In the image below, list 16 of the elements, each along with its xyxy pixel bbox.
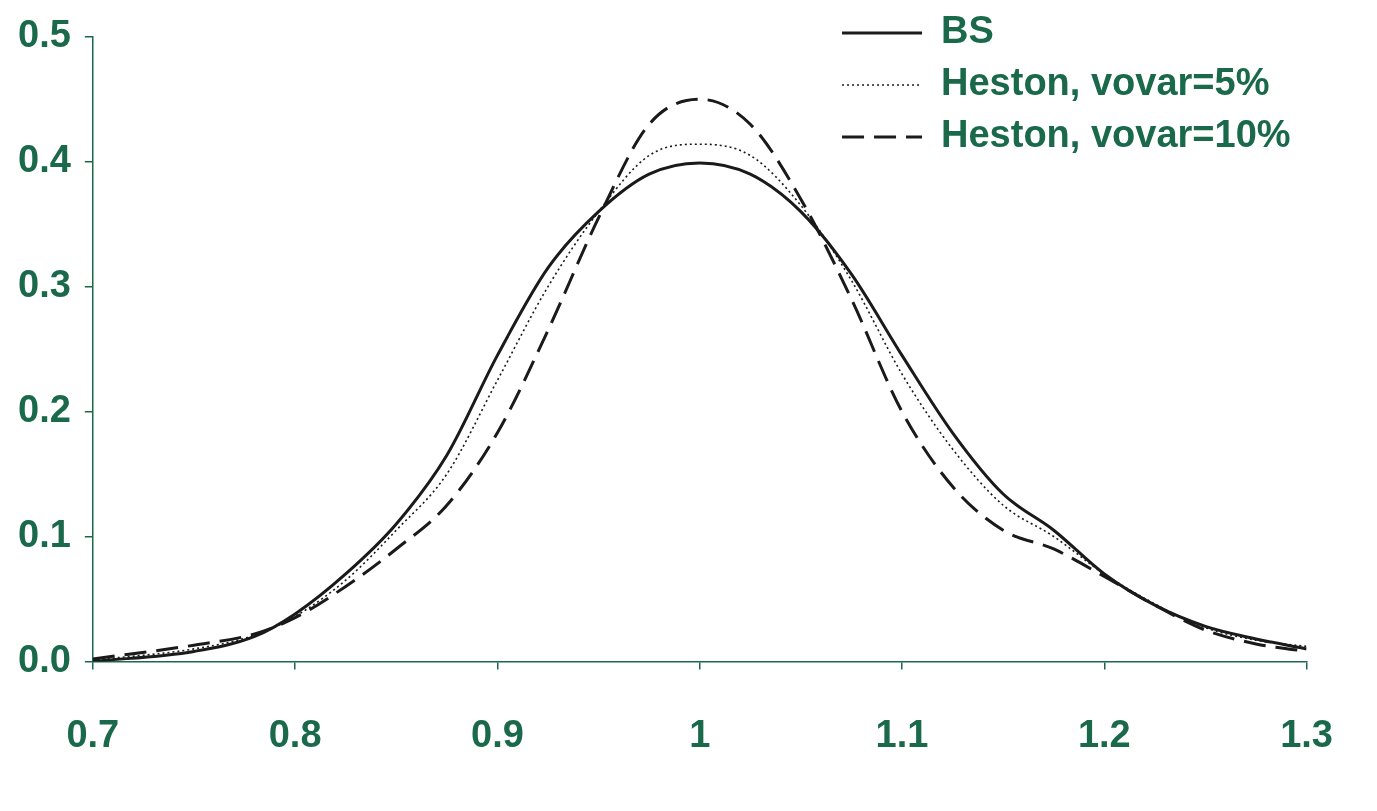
- y-tick-label: 0.4: [18, 138, 71, 181]
- x-tick-label: 1: [689, 712, 711, 755]
- y-tick-label: 0.2: [18, 388, 71, 431]
- legend-label: Heston, vovar=5%: [941, 61, 1270, 104]
- x-tick-label: 1.3: [1280, 712, 1333, 755]
- x-tick-label: 1.2: [1077, 712, 1131, 755]
- x-tick-label: 0.9: [471, 712, 524, 755]
- legend-label: BS: [941, 9, 994, 52]
- x-tick-label: 0.7: [66, 712, 120, 755]
- legend-label: Heston, vovar=10%: [941, 113, 1291, 156]
- y-tick-label: 0.5: [18, 13, 71, 56]
- y-tick-label: 0.1: [18, 512, 71, 555]
- y-tick-label: 0.0: [18, 637, 71, 680]
- x-tick-label: 0.8: [268, 712, 322, 755]
- x-tick-label: 1.1: [875, 712, 929, 755]
- y-tick-label: 0.3: [18, 263, 71, 306]
